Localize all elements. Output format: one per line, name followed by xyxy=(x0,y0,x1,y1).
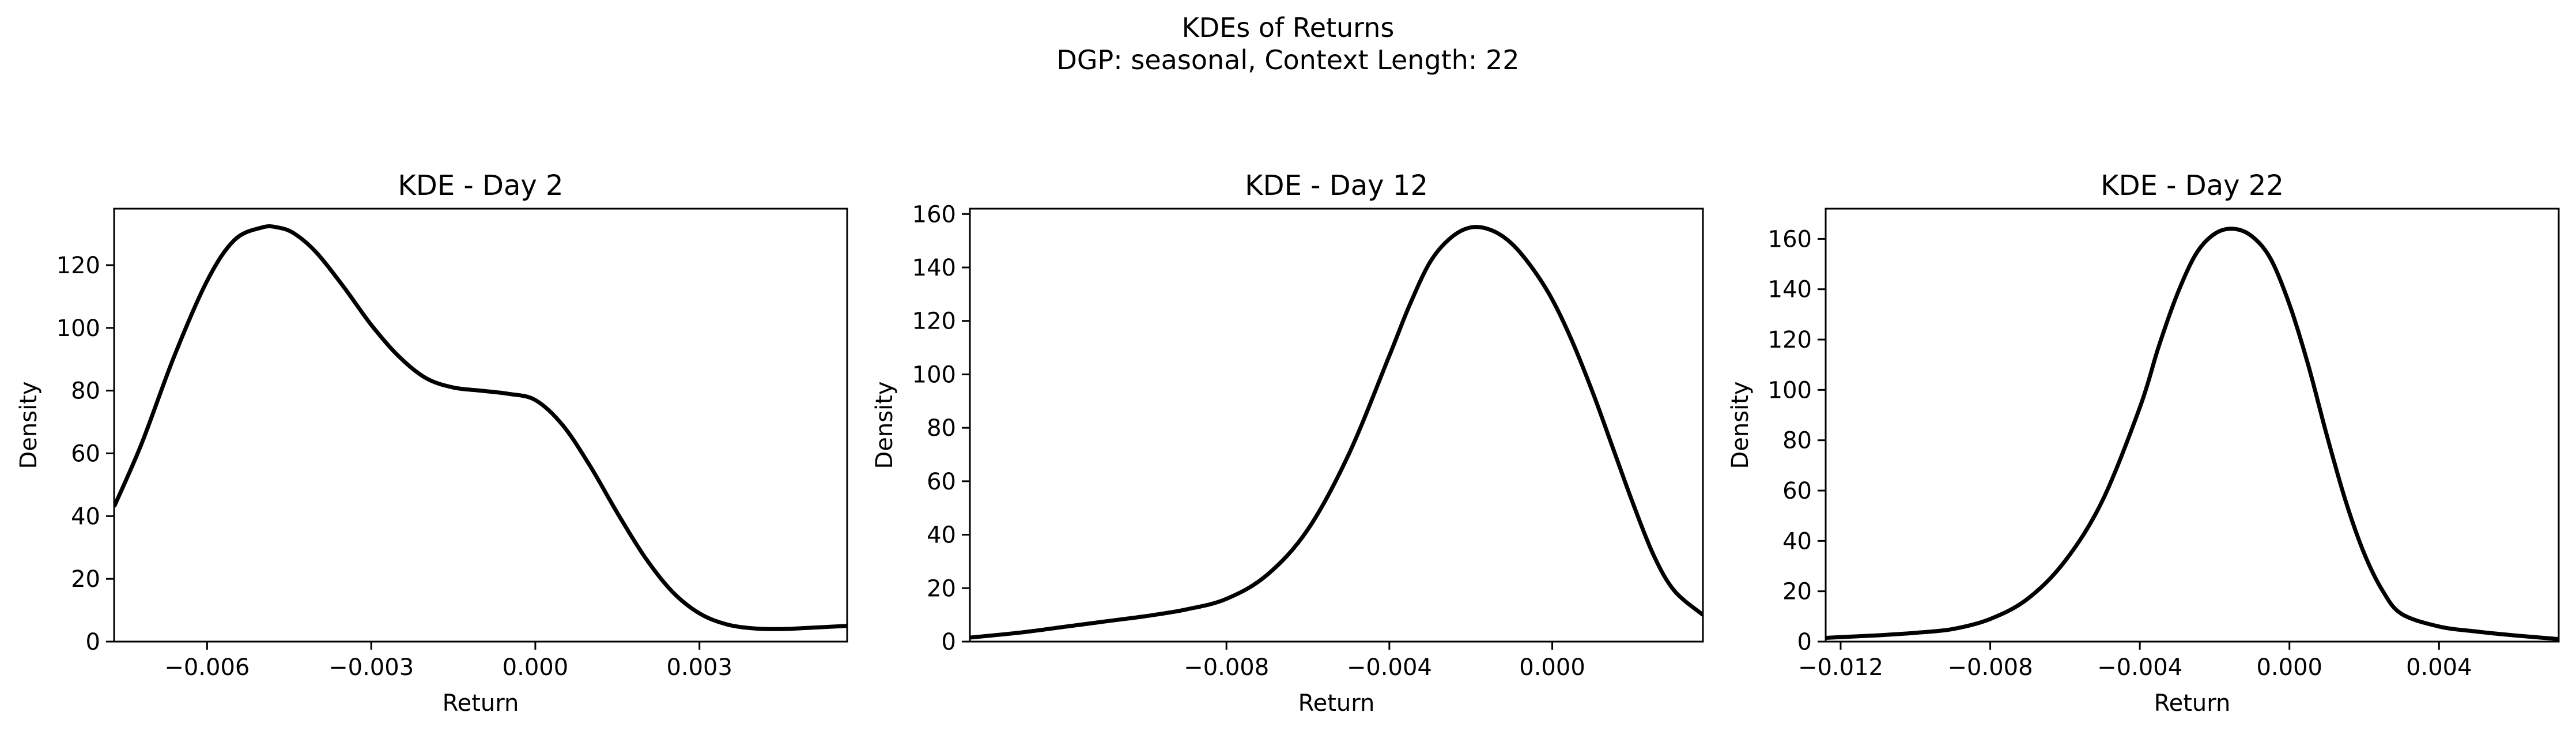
panel-1-x-axis-label: Return xyxy=(443,690,519,717)
panel-3-y-tick-label: 80 xyxy=(1782,428,1812,454)
panel-1-y-tick-label: 120 xyxy=(56,252,100,279)
panel-2-x-tick-label: 0.000 xyxy=(1519,654,1585,681)
panel-1-axes-frame xyxy=(113,208,848,643)
panel-2-x-tick-label: −0.008 xyxy=(1184,654,1269,681)
panel-3-x-axis-label: Return xyxy=(2154,690,2231,717)
panel-1-y-axis-label: Density xyxy=(16,381,42,469)
panel-2-y-tick-label: 40 xyxy=(927,522,956,549)
panel-1-y-tick-label: 60 xyxy=(71,440,100,467)
panel-3-y-tick-label: 160 xyxy=(1768,226,1812,252)
panel-2-y-tick-label: 60 xyxy=(927,469,956,495)
panel-3-y-axis-label: Density xyxy=(1727,381,1754,469)
panel-3-kde-line-1 xyxy=(1826,227,2559,642)
panel-2-y-axis-label: Density xyxy=(871,381,898,469)
panel-3-y-tick-label: 60 xyxy=(1782,478,1812,504)
panel-1-x-tick-label: 0.003 xyxy=(666,654,732,681)
panel-3-y-tick-label: 140 xyxy=(1768,277,1812,303)
panel-2-y-tick-label: 160 xyxy=(912,201,956,228)
panel-1-x-tick-label: −0.003 xyxy=(328,654,414,681)
panel-1-y-tick-label: 80 xyxy=(71,378,100,405)
panel-3-title: KDE - Day 22 xyxy=(2101,169,2284,202)
panel-3-x-tick-label: −0.008 xyxy=(1948,654,2033,681)
panel-1-y-tick-label: 20 xyxy=(71,566,100,593)
panel-2: −0.008 −0.004 0.000 0 20 40 60 80 100 120 140 160 KD… xyxy=(871,169,1704,717)
panel-1-x-tick-label: 0.000 xyxy=(503,654,569,681)
panel-3: −0.012 −0.008 −0.004 0.000 0.004 0 20 40 60 80 100… xyxy=(1727,169,2560,717)
panel-3-x-tick-label: 0.000 xyxy=(2256,654,2322,681)
panel-3-y-tick-label: 0 xyxy=(1797,629,1812,655)
panel-2-y-tick-label: 140 xyxy=(912,255,956,281)
panel-2-title: KDE - Day 12 xyxy=(1245,169,1428,202)
panel-2-y-tick-label: 80 xyxy=(927,415,956,442)
panel-2-x-axis-label: Return xyxy=(1298,690,1375,717)
panel-1: −0.006 −0.003 0.000 0.003 0 20 40 60 80 100 120 KDE… xyxy=(16,169,848,717)
panel-3-x-tick-label: 0.004 xyxy=(2406,654,2472,681)
panel-3-y-tick-label: 40 xyxy=(1782,528,1812,555)
panel-1-kde-line-1 xyxy=(114,224,847,631)
panel-2-kde-line-1 xyxy=(970,225,1703,640)
figure-title-line-1: KDEs of Returns xyxy=(1181,12,1395,43)
panel-2-y-tick-label: 120 xyxy=(912,308,956,335)
panel-3-x-tick-label: −0.004 xyxy=(2097,654,2182,681)
panel-1-title: KDE - Day 2 xyxy=(398,169,563,202)
panel-2-axes-frame xyxy=(969,208,1704,643)
panel-2-y-tick-label: 0 xyxy=(942,629,956,655)
panel-3-y-tick-label: 20 xyxy=(1782,579,1812,605)
panel-2-y-tick-label: 20 xyxy=(927,575,956,602)
panel-3-x-tick-label: −0.012 xyxy=(1798,654,1883,681)
panel-1-y-tick-label: 0 xyxy=(86,629,100,655)
panel-1-x-tick-label: −0.006 xyxy=(164,654,250,681)
panel-3-axes-frame xyxy=(1825,208,2560,643)
panel-3-y-tick-label: 100 xyxy=(1768,377,1812,404)
panel-2-x-tick-label: −0.004 xyxy=(1347,654,1432,681)
panel-1-y-tick-label: 100 xyxy=(56,315,100,342)
panel-2-y-tick-label: 100 xyxy=(912,361,956,388)
panel-1-y-tick-label: 40 xyxy=(71,503,100,530)
figure-title-line-2: DGP: seasonal, Context Length: 22 xyxy=(1056,44,1520,76)
panel-3-y-tick-label: 120 xyxy=(1768,327,1812,353)
